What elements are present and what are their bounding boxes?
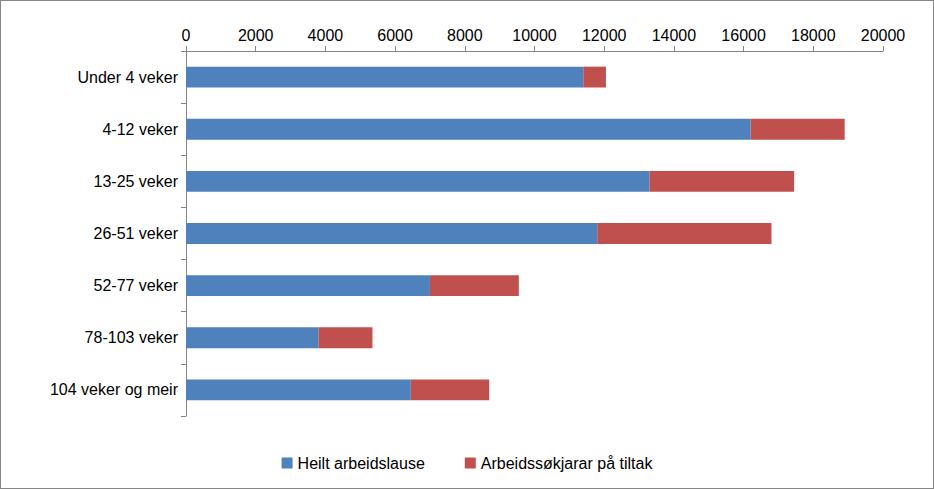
svg-text:104 veker og meir: 104 veker og meir: [50, 381, 179, 398]
svg-text:14000: 14000: [652, 27, 697, 44]
svg-text:Under 4 veker: Under 4 veker: [78, 69, 179, 86]
svg-text:0: 0: [182, 27, 191, 44]
svg-text:18000: 18000: [791, 27, 836, 44]
svg-text:8000: 8000: [447, 27, 483, 44]
svg-text:20000: 20000: [861, 27, 906, 44]
svg-text:26-51 veker: 26-51 veker: [94, 225, 179, 242]
svg-text:4-12 veker: 4-12 veker: [102, 121, 178, 138]
svg-text:Arbeidssøkjarar på tiltak: Arbeidssøkjarar på tiltak: [481, 455, 654, 472]
svg-text:10000: 10000: [512, 27, 557, 44]
svg-text:Heilt arbeidslause: Heilt arbeidslause: [298, 455, 425, 472]
svg-text:52-77 veker: 52-77 veker: [94, 277, 179, 294]
svg-text:6000: 6000: [377, 27, 413, 44]
svg-text:4000: 4000: [308, 27, 344, 44]
svg-text:16000: 16000: [721, 27, 766, 44]
svg-text:13-25 veker: 13-25 veker: [94, 173, 179, 190]
svg-text:2000: 2000: [238, 27, 274, 44]
svg-text:12000: 12000: [582, 27, 627, 44]
svg-text:78-103 veker: 78-103 veker: [85, 329, 179, 346]
